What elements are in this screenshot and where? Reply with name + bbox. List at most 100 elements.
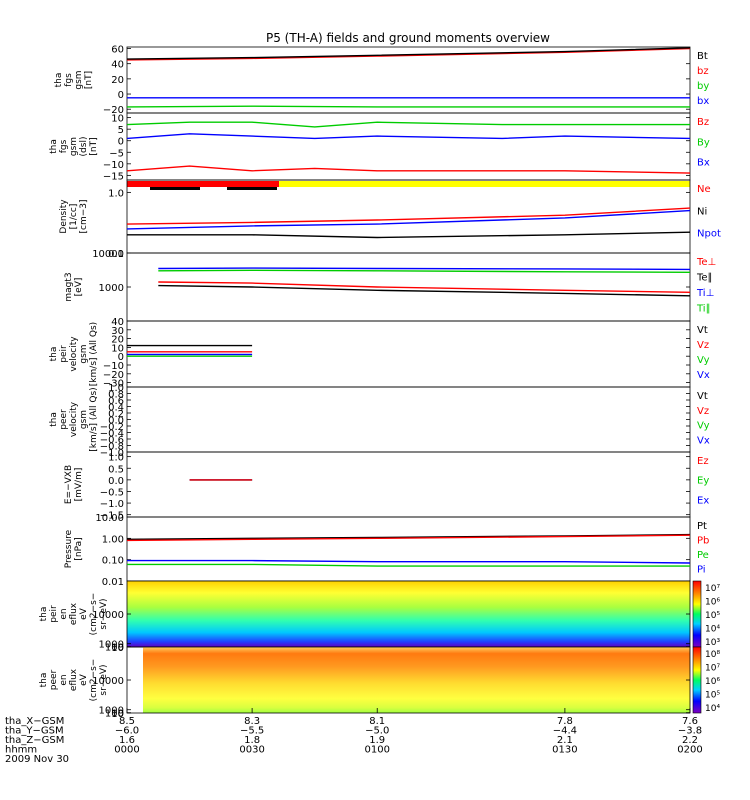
y-tick-label: 1.0: [108, 188, 124, 199]
x-row-label: tha_Y−GSM: [5, 726, 64, 737]
x-tick-label: 1.6: [119, 735, 135, 746]
y-tick-label: −20: [103, 370, 124, 381]
y-tick-label: 20: [111, 335, 124, 346]
colorbar-tick-label: 10⁷: [705, 664, 720, 674]
x-tick-label: 2.2: [682, 735, 698, 746]
y-tick-label: −15: [103, 171, 124, 182]
legend-entry: by: [697, 81, 709, 92]
legend-entry: Ti∥: [696, 304, 711, 315]
y-tick-label: 0.1: [108, 249, 124, 260]
x-tick-label: −5.0: [365, 726, 389, 737]
legend-entry: Pi: [697, 565, 706, 576]
legend-entry: Ti⊥: [696, 288, 714, 299]
panel-6: 1.00.80.60.40.20.0−0.2−0.4−0.6−0.8−1.0 th…: [49, 383, 710, 459]
legend-entry: Vt: [697, 391, 708, 402]
colorbar-tick-label: 10⁶: [705, 677, 720, 687]
y-axis-label: gsm: [74, 70, 84, 89]
colorbar-tick-label: 10⁶: [705, 598, 720, 608]
y-axis-label: velocity: [69, 336, 79, 372]
y-axis-label: eV: [79, 607, 89, 620]
y-axis-label: tha: [54, 73, 64, 88]
y-axis-label: eflux: [69, 602, 79, 625]
legend-entry: Vz: [697, 406, 709, 417]
spectrogram: [127, 581, 690, 647]
y-axis-label: [km/s] (All Qs): [89, 387, 99, 451]
series-line-Te∥: [158, 284, 691, 297]
legend-entry: Ez: [697, 456, 709, 467]
y-tick-label: 10000: [92, 610, 124, 621]
x-tick-label: −6.0: [115, 726, 139, 737]
legend-entry: Npot: [697, 229, 721, 240]
panel-frame: [126, 179, 691, 254]
y-axis-label: [nPa]: [74, 537, 84, 560]
flag-yellow-segment: [279, 181, 690, 187]
y-axis-label: en: [59, 608, 69, 619]
y-axis-label: tha: [49, 347, 59, 362]
series-line-Bx: [126, 133, 691, 140]
x-row-label: tha_X−GSM: [5, 716, 64, 727]
y-axis-label: Pressure: [64, 529, 74, 568]
series-line-Bz: [126, 165, 691, 174]
y-axis-label: (cm2−s−: [89, 659, 99, 702]
legend-entry: bz: [697, 66, 709, 77]
flag-red-segment: [127, 181, 279, 187]
y-tick-label: 0.0: [108, 476, 124, 487]
legend-entry: Vx: [697, 370, 710, 381]
y-tick-label: 0.10: [102, 556, 124, 567]
legend-entry: Vx: [697, 435, 710, 446]
y-axis-label: [nT]: [89, 137, 99, 155]
legend-entry: Vz: [697, 340, 709, 351]
x-tick-label: −4.4: [553, 726, 577, 737]
x-row-label: hhmm: [5, 745, 37, 756]
y-axis-label: sr−eV): [99, 598, 109, 629]
x-tick-label: 0200: [677, 745, 702, 756]
colorbar: 10⁸ 10⁷ 10⁶ 10⁵ 10⁴: [692, 646, 720, 714]
y-tick-label: 0.6: [108, 396, 124, 407]
legend-entry: Vy: [697, 355, 710, 366]
x-axis-annotation: tha_X−GSM 8.5 8.3 8.1 7.8 7.6 tha_Y−GSM −6.0 −5.…: [5, 708, 703, 765]
series-line-Bt: [126, 47, 691, 60]
y-tick-label: 5: [118, 125, 124, 136]
legend-entry: Te⊥: [696, 257, 716, 268]
legend-entry: Pe: [697, 550, 709, 561]
series-line-Npot: [126, 209, 691, 230]
y-axis-label: en: [59, 674, 69, 685]
y-axis-label: peer: [59, 409, 69, 430]
y-tick-label: 10: [111, 114, 124, 125]
y-tick-label: 100: [105, 643, 124, 654]
panel-8: 10.00 1.00 0.10 0.01 Pressure [nPa] Pt Pb Pe Pi: [64, 513, 709, 588]
panel-frame: [126, 451, 691, 518]
y-axis-label: velocity: [69, 401, 79, 437]
y-axis-label: eflux: [69, 668, 79, 691]
y-tick-label: 0.2: [108, 409, 124, 420]
quality-flag-bar: [127, 181, 690, 190]
y-axis-label: fgs: [59, 139, 69, 153]
y-tick-label: −1.0: [100, 448, 124, 459]
colorbar: 10⁷ 10⁶ 10⁵ 10⁴ 10³: [692, 580, 720, 648]
x-tick-label: 0000: [114, 745, 139, 756]
y-tick-label: 60: [111, 45, 124, 56]
legend-entry: By: [697, 137, 710, 148]
x-tick-label: 2.1: [557, 735, 573, 746]
figure-title: P5 (TH-A) fields and ground moments over…: [266, 31, 550, 45]
x-tick-label: 7.8: [557, 716, 573, 727]
x-tick-label: −5.5: [240, 726, 264, 737]
series-line-Pb: [126, 534, 691, 542]
colorbar-tick-label: 10⁵: [705, 611, 720, 621]
spectrogram: [143, 647, 690, 713]
x-tick-label: 0030: [239, 745, 264, 756]
y-tick-label: 10000: [92, 676, 124, 687]
panel-frame: [126, 46, 691, 114]
y-axis-label: E=−VXB: [64, 465, 74, 504]
legend-entry: Vt: [697, 325, 708, 336]
x-tick-label: 0130: [552, 745, 577, 756]
series-line-Pe: [127, 563, 690, 567]
y-tick-label: 10: [111, 709, 124, 720]
date-label: 2009 Nov 30: [5, 754, 69, 765]
y-axis-label: [1/cc]: [69, 204, 79, 230]
series-line-Ne: [126, 207, 691, 225]
panel-1: 60 40 20 0 −20 tha fgs gsm [nT] Bt bz by bx: [54, 45, 709, 117]
y-tick-label: 10.00: [95, 513, 124, 524]
